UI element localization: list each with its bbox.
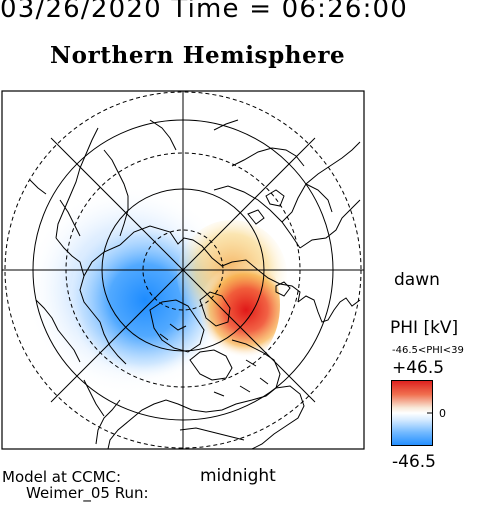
legend-max-label: +46.5 (392, 358, 445, 378)
midnight-label: midnight (200, 466, 276, 486)
dawn-label: dawn (394, 270, 440, 290)
coastlines (29, 119, 361, 449)
legend-min-label: -46.5 (392, 452, 436, 472)
graticule (2, 91, 364, 449)
model-credit-line1: Model at CCMC: (2, 468, 122, 486)
plot-frame (1, 90, 365, 450)
potential-contours (27, 177, 287, 413)
legend-zero-label: 0 (439, 407, 446, 420)
legend-quantity-label: PHI [kV] (390, 318, 459, 338)
page-datetime: 03/26/2020 Time = 06:26:00 (0, 0, 409, 24)
model-credit-line2: Weimer_05 Run: (26, 484, 149, 502)
page-title: Northern Hemisphere (50, 42, 346, 69)
legend-range-text: -46.5<PHI<39 (392, 345, 464, 356)
color-scale-bar (391, 380, 433, 446)
